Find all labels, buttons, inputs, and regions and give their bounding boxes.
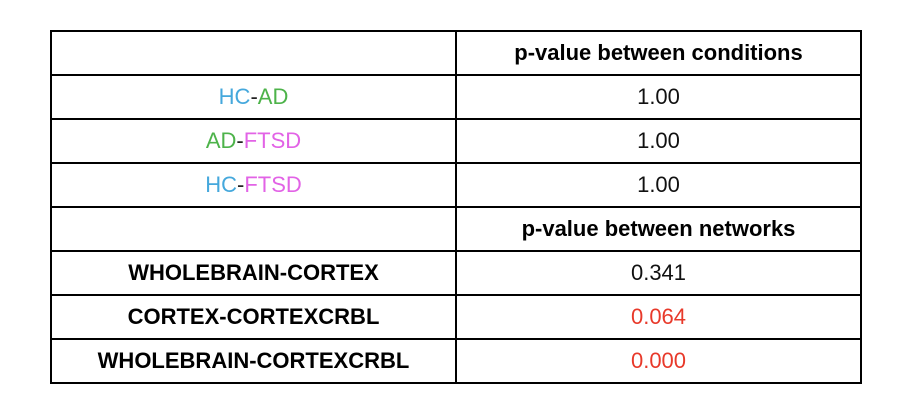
label-part: WHOLEBRAIN-CORTEXCRBL — [97, 348, 410, 373]
table-body: p-value between conditions HC-AD 1.00 AD-FT… — [50, 30, 862, 384]
label-part: WHOLEBRAIN-CORTEX — [128, 260, 379, 285]
table-row: p-value between conditions — [50, 30, 862, 76]
table-row: WHOLEBRAIN-CORTEXCRBL 0.000 — [50, 338, 862, 384]
label-part: HC — [218, 84, 251, 109]
value-cell: 0.000 — [455, 338, 862, 384]
label-cell — [50, 206, 457, 252]
label-part: FTSD — [243, 128, 302, 153]
label-part: AD — [257, 84, 289, 109]
table-row: CORTEX-CORTEXCRBL 0.064 — [50, 294, 862, 340]
label-part: - — [236, 128, 244, 153]
table-row: p-value between networks — [50, 206, 862, 252]
label-part: HC — [205, 172, 237, 197]
value-cell: 1.00 — [455, 162, 862, 208]
table-row: AD-FTSD 1.00 — [50, 118, 862, 164]
label-cell: CORTEX-CORTEXCRBL — [50, 294, 457, 340]
label-cell: HC-AD — [50, 74, 457, 120]
label-cell: WHOLEBRAIN-CORTEXCRBL — [50, 338, 457, 384]
label-part: - — [237, 172, 245, 197]
results-table: p-value between conditions HC-AD 1.00 AD-FT… — [50, 30, 862, 384]
value-cell: 0.064 — [455, 294, 862, 340]
label-part: AD — [205, 128, 237, 153]
table-row: HC-AD 1.00 — [50, 74, 862, 120]
label-cell: AD-FTSD — [50, 118, 457, 164]
header-cell: p-value between conditions — [455, 30, 862, 76]
table-row: HC-FTSD 1.00 — [50, 162, 862, 208]
header-cell: p-value between networks — [455, 206, 862, 252]
label-cell — [50, 30, 457, 76]
value-cell: 1.00 — [455, 118, 862, 164]
label-part: - — [250, 84, 258, 109]
label-cell: WHOLEBRAIN-CORTEX — [50, 250, 457, 296]
label-part: FTSD — [244, 172, 302, 197]
label-part: CORTEX-CORTEXCRBL — [127, 304, 380, 329]
table-row: WHOLEBRAIN-CORTEX 0.341 — [50, 250, 862, 296]
value-cell: 1.00 — [455, 74, 862, 120]
value-cell: 0.341 — [455, 250, 862, 296]
label-cell: HC-FTSD — [50, 162, 457, 208]
